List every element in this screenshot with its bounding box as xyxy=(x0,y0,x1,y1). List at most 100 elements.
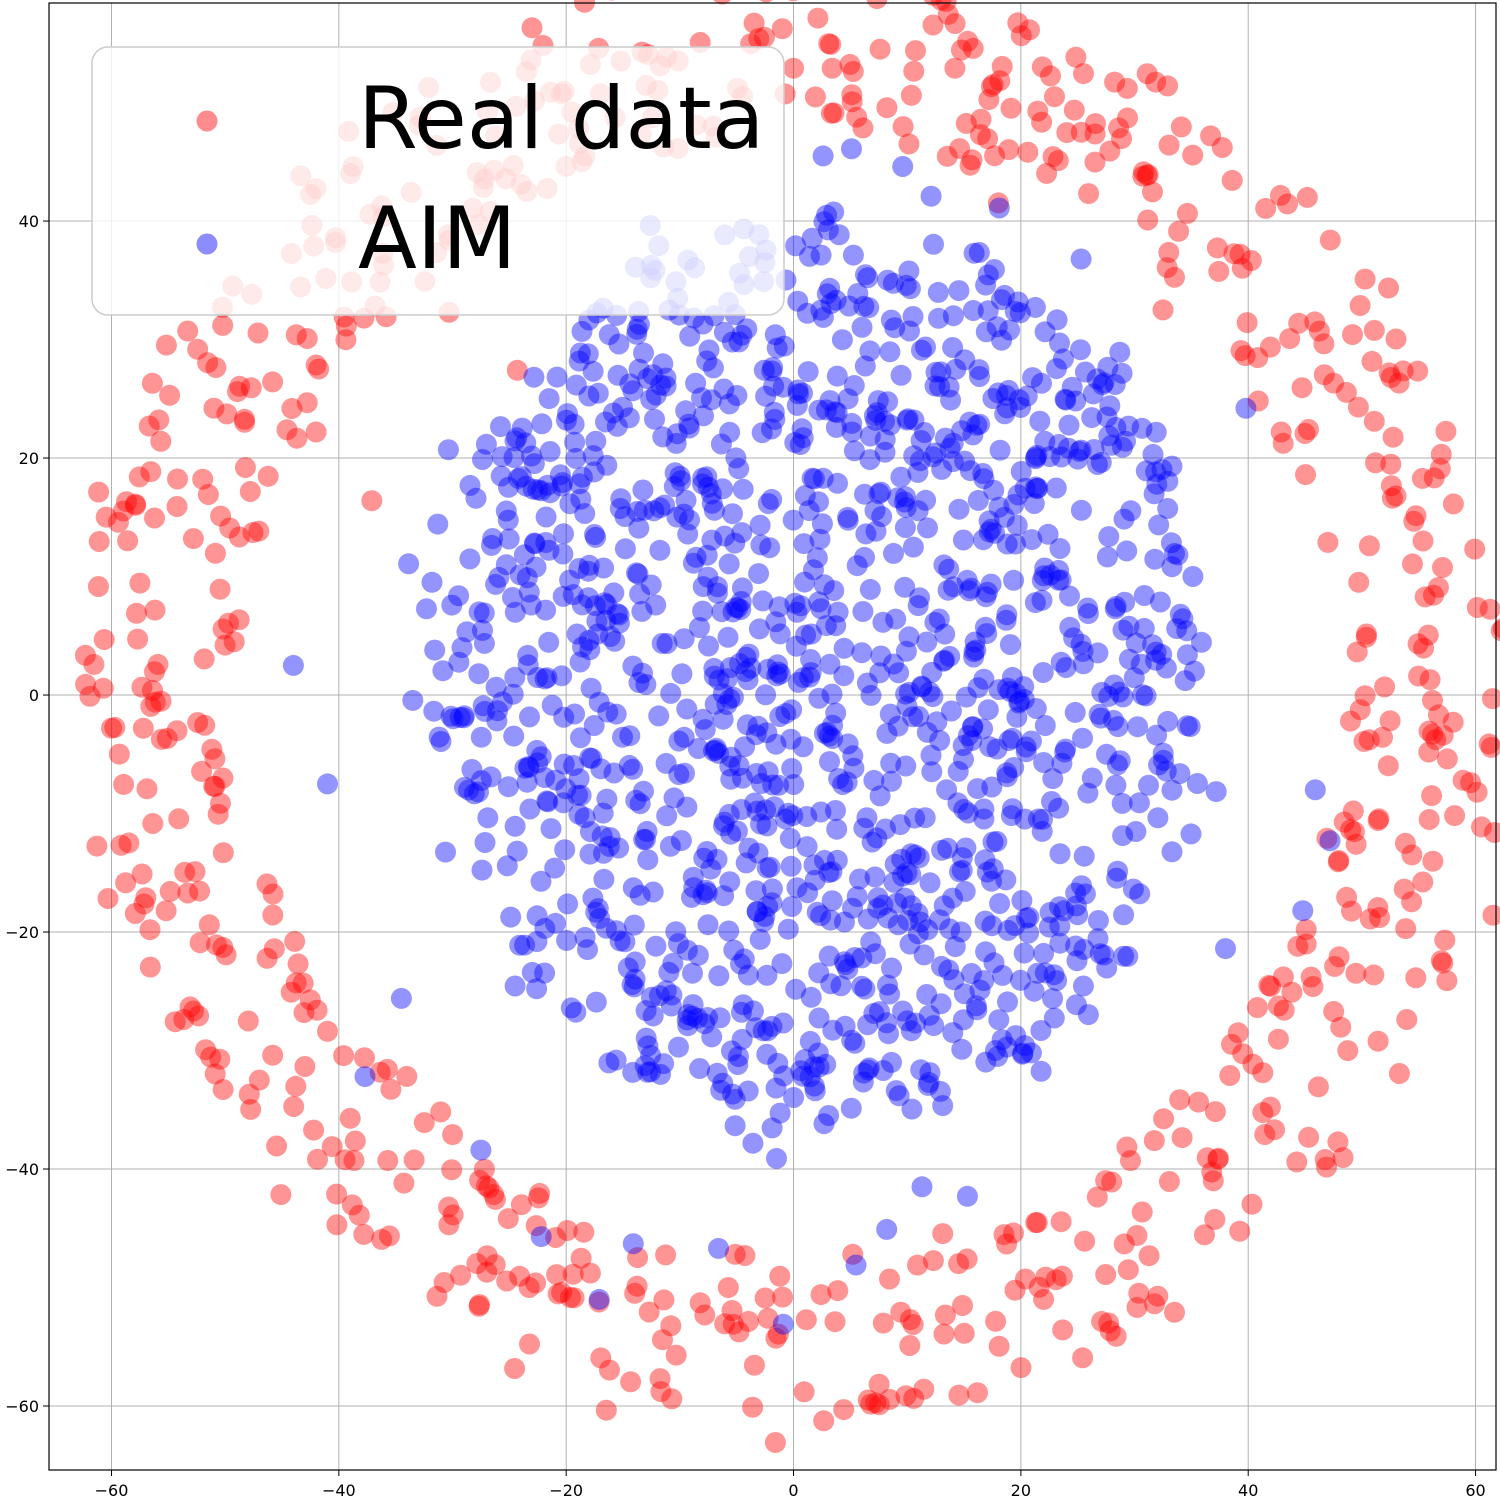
point-real-data xyxy=(1168,221,1189,242)
point-real-data xyxy=(756,0,777,2)
point-aim xyxy=(1025,592,1046,613)
point-real-data xyxy=(846,107,867,128)
point-real-data xyxy=(142,373,163,394)
point-aim xyxy=(889,1085,910,1106)
point-aim xyxy=(1099,395,1120,416)
point-aim xyxy=(1320,830,1341,851)
point-aim xyxy=(722,503,743,524)
point-aim xyxy=(625,790,646,811)
point-aim xyxy=(468,663,489,684)
point-aim xyxy=(881,1052,902,1073)
point-aim xyxy=(852,601,873,622)
point-aim xyxy=(1098,526,1119,547)
point-aim xyxy=(955,881,976,902)
point-aim xyxy=(1033,752,1054,773)
point-aim xyxy=(792,418,813,439)
point-aim xyxy=(481,535,502,556)
point-real-data xyxy=(723,1314,744,1335)
point-aim xyxy=(939,646,960,667)
point-real-data xyxy=(284,931,305,952)
point-real-data xyxy=(438,1214,459,1235)
point-aim xyxy=(470,1140,491,1161)
point-aim xyxy=(719,553,740,574)
point-aim xyxy=(883,273,904,294)
point-real-data xyxy=(962,149,983,170)
point-aim xyxy=(997,1037,1018,1058)
point-aim xyxy=(1113,686,1134,707)
point-aim xyxy=(1077,598,1098,619)
point-aim xyxy=(899,321,920,342)
point-aim xyxy=(1134,618,1155,639)
point-aim xyxy=(695,719,716,740)
point-real-data xyxy=(1118,1259,1139,1280)
point-aim xyxy=(1077,783,1098,804)
point-aim xyxy=(1071,249,1092,270)
point-aim xyxy=(949,499,970,520)
point-real-data xyxy=(1229,1221,1250,1242)
point-real-data xyxy=(519,1334,540,1355)
point-aim xyxy=(720,657,741,678)
point-aim xyxy=(800,649,821,670)
point-aim xyxy=(564,432,585,453)
point-real-data xyxy=(967,1382,988,1403)
point-real-data xyxy=(1128,1283,1149,1304)
point-real-data xyxy=(1230,244,1251,265)
point-aim xyxy=(819,654,840,675)
point-real-data xyxy=(765,1432,786,1453)
point-real-data xyxy=(1164,267,1185,288)
point-real-data xyxy=(1281,982,1302,1003)
point-real-data xyxy=(1078,183,1099,204)
x-tick-label: −40 xyxy=(322,1481,356,1500)
point-aim xyxy=(521,446,542,467)
point-aim xyxy=(1021,731,1042,752)
point-real-data xyxy=(167,496,188,517)
point-real-data xyxy=(821,103,842,124)
point-aim xyxy=(915,490,936,511)
point-real-data xyxy=(1207,1149,1228,1170)
point-real-data xyxy=(140,957,161,978)
point-aim xyxy=(1066,994,1087,1015)
point-real-data xyxy=(1017,142,1038,163)
point-real-data xyxy=(548,1283,569,1304)
point-aim xyxy=(1106,596,1127,617)
point-real-data xyxy=(1182,145,1203,166)
point-real-data xyxy=(1268,1029,1289,1050)
point-real-data xyxy=(113,774,134,795)
point-aim xyxy=(636,1000,657,1021)
point-real-data xyxy=(1340,711,1361,732)
point-real-data xyxy=(1142,181,1163,202)
point-real-data xyxy=(1422,690,1443,711)
point-aim xyxy=(1181,823,1202,844)
point-aim xyxy=(773,1314,794,1335)
point-real-data xyxy=(300,989,321,1010)
legend-marker-real-data xyxy=(197,111,218,132)
point-aim xyxy=(860,579,881,600)
point-aim xyxy=(797,836,818,857)
point-real-data xyxy=(879,1269,900,1290)
point-real-data xyxy=(1247,997,1268,1018)
point-real-data xyxy=(1430,458,1451,479)
point-real-data xyxy=(1315,1149,1336,1170)
point-aim xyxy=(761,489,782,510)
point-aim xyxy=(855,356,876,377)
point-real-data xyxy=(805,86,826,107)
point-aim xyxy=(793,667,814,688)
point-real-data xyxy=(285,1076,306,1097)
point-real-data xyxy=(1139,1245,1160,1266)
point-aim xyxy=(540,482,561,503)
point-aim xyxy=(1172,608,1193,629)
point-real-data xyxy=(601,0,622,1)
point-aim xyxy=(416,598,437,619)
point-aim xyxy=(938,559,959,580)
point-real-data xyxy=(1362,351,1383,372)
point-aim xyxy=(767,338,788,359)
point-aim xyxy=(787,602,808,623)
point-aim xyxy=(1044,1008,1065,1029)
point-real-data xyxy=(1330,1017,1351,1038)
point-real-data xyxy=(199,914,220,935)
point-aim xyxy=(814,850,835,871)
point-aim xyxy=(1067,904,1088,925)
point-aim xyxy=(509,935,530,956)
point-real-data xyxy=(796,1309,817,1330)
point-aim xyxy=(931,840,952,861)
